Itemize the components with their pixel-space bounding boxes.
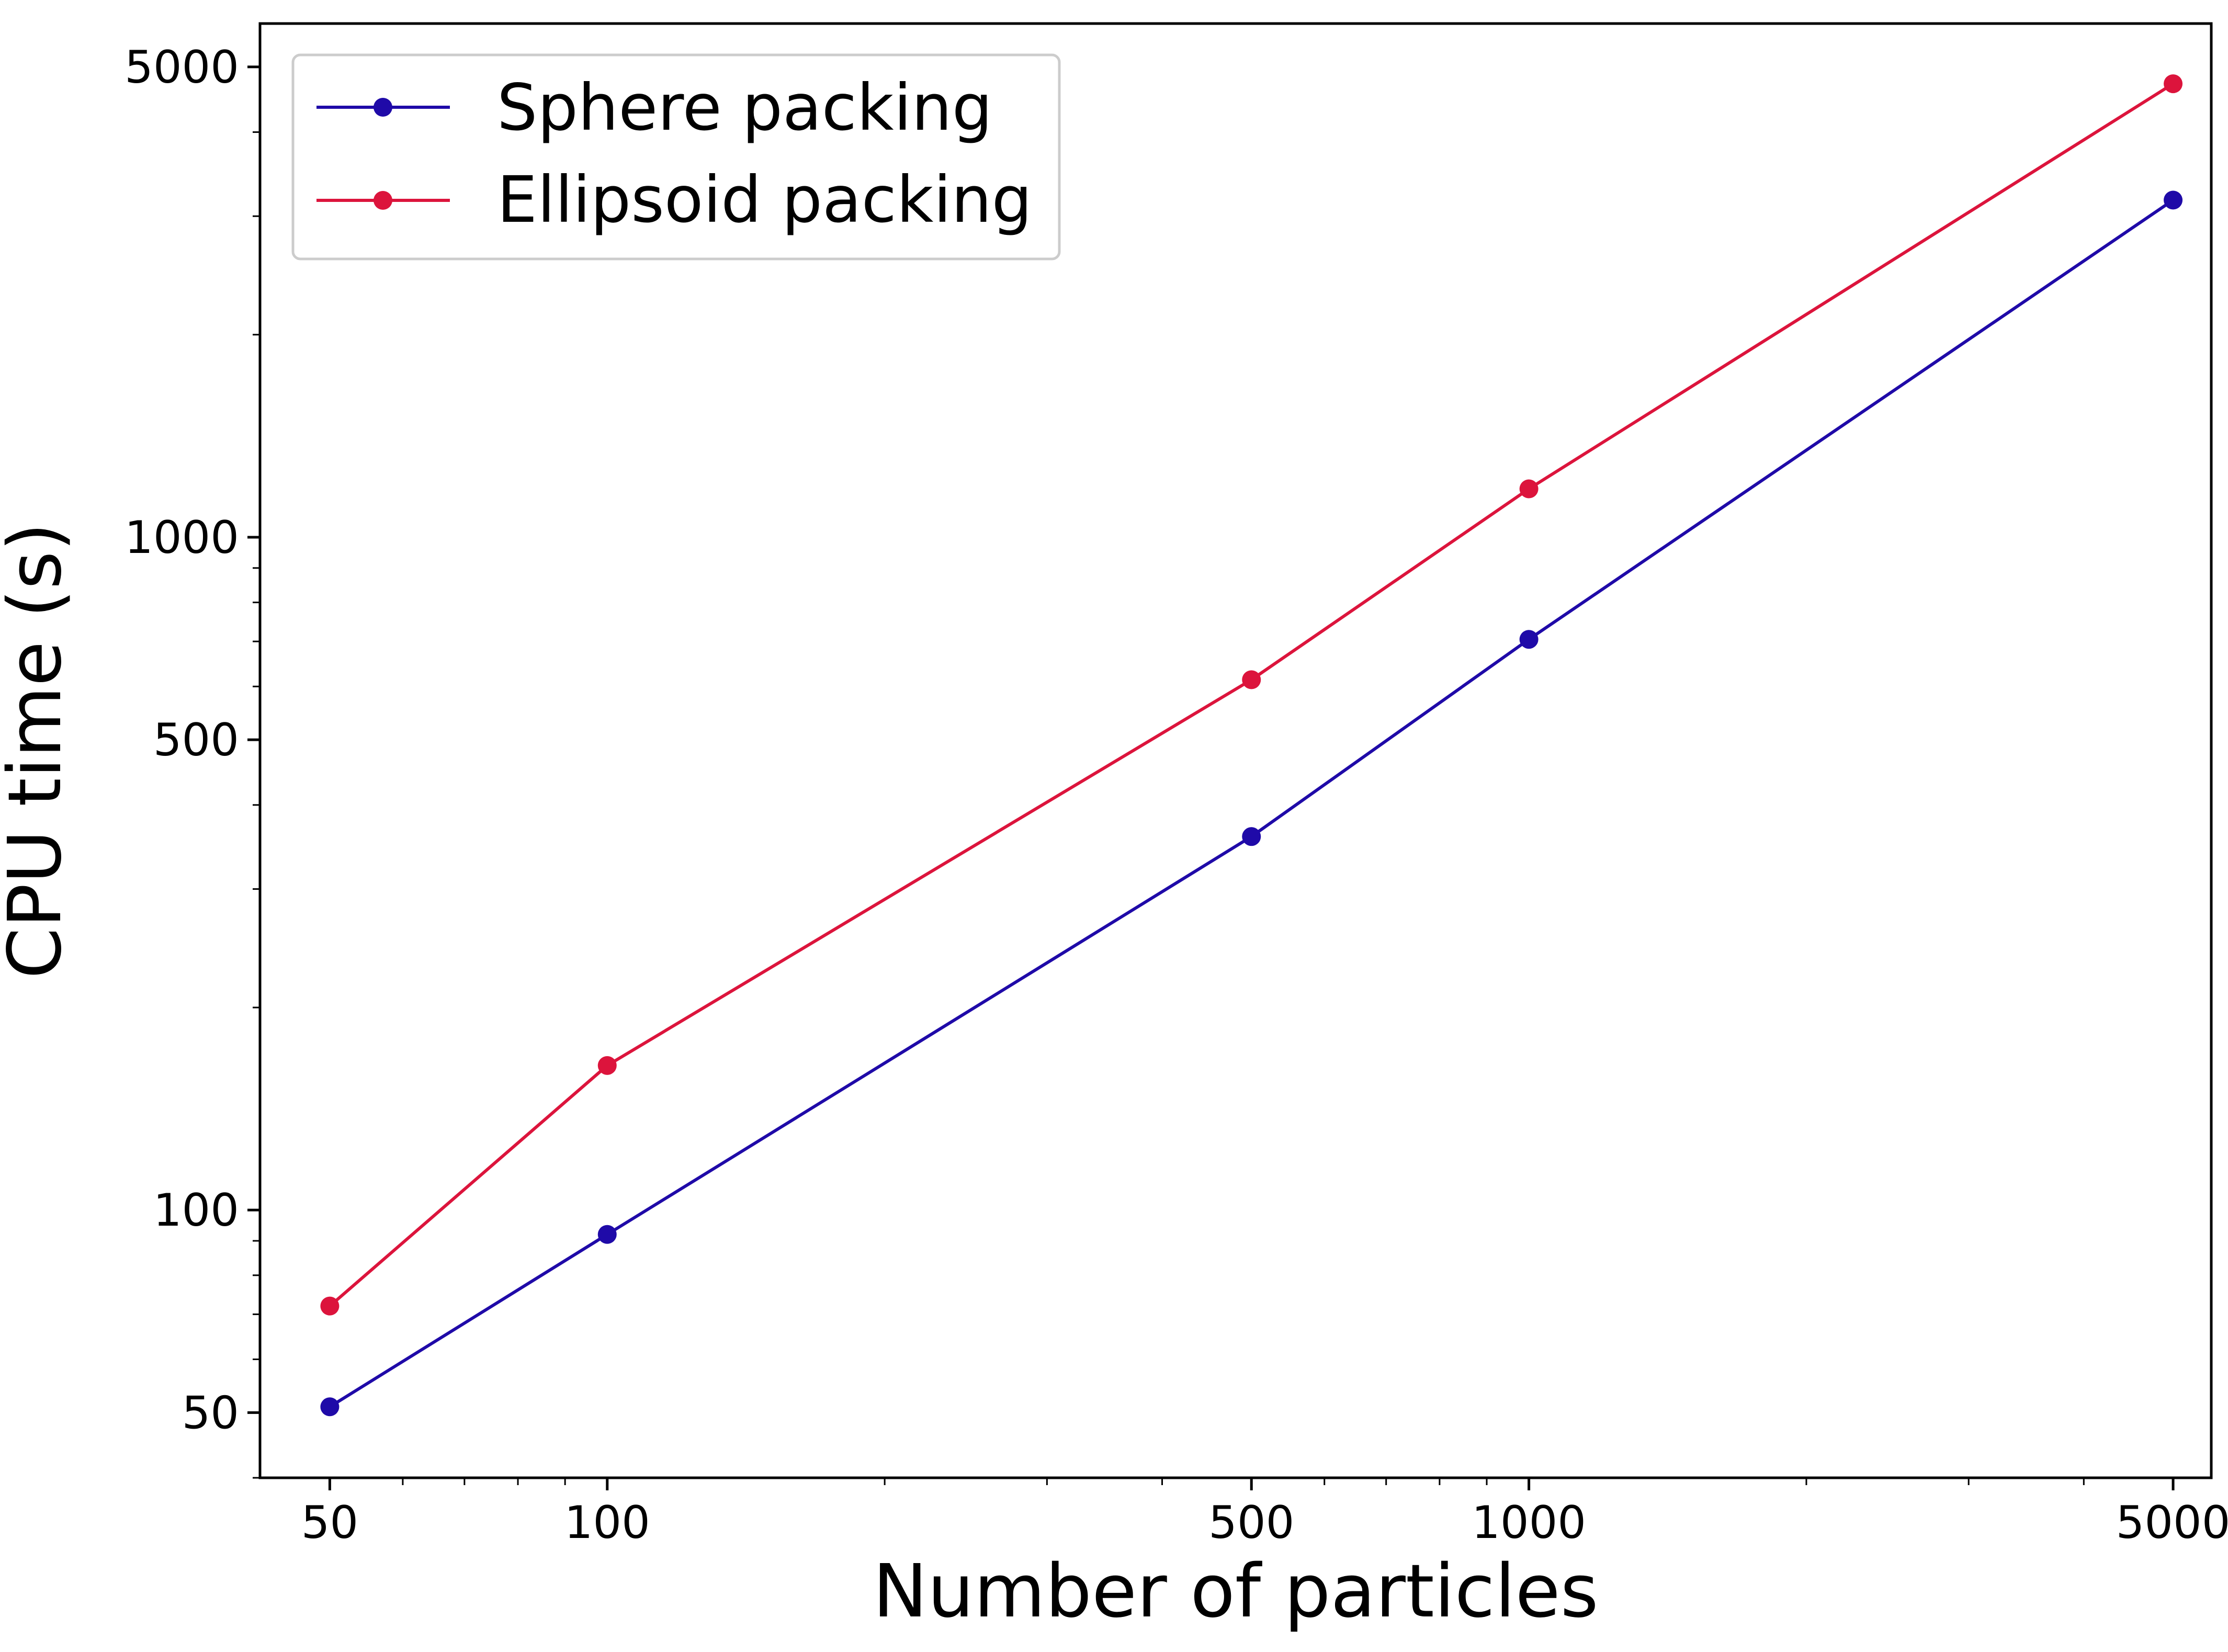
series-ellipsoid [320,74,2183,1316]
legend-marker-sphere [374,98,392,117]
y-axis-title: CPU time (s) [0,523,78,979]
series-line [329,82,2174,1307]
series-sphere [320,190,2183,1417]
axes-frame [258,22,2213,1479]
x-tick-label: 500 [1208,1497,1294,1549]
data-point [2164,74,2183,94]
x-axis-title: Number of particles [873,1549,1598,1634]
y-tick-label: 100 [153,1184,239,1237]
data-point [597,1056,617,1075]
legend-marker-ellipsoid [374,191,392,210]
data-point [320,1296,340,1316]
data-point [597,1225,617,1244]
data-point [320,1397,340,1417]
data-point [1242,827,1261,846]
y-tick-label: 50 [182,1387,239,1439]
y-axis: 50 100 500 1000 5000 [125,41,260,1479]
legend-label-ellipsoid: Ellipsoid packing [497,163,1032,237]
data-point [1242,670,1261,689]
y-tick-label: 500 [153,714,239,766]
data-point [1519,630,1539,649]
legend-entry-ellipsoid: Ellipsoid packing [316,163,1032,237]
x-tick-label: 50 [301,1497,358,1549]
y-tick-label: 1000 [125,512,239,564]
legend-label-sphere: Sphere packing [497,71,992,145]
x-tick-label: 100 [564,1497,650,1549]
data-point [1519,479,1539,499]
data-point [2164,190,2183,210]
x-tick-label: 5000 [2116,1497,2228,1549]
legend-entry-sphere: Sphere packing [316,71,992,145]
series-layer [320,74,2183,1417]
legend-frame [291,53,1061,261]
x-axis: 50 100 500 1000 5000 [301,1478,2228,1549]
legend: Sphere packing Ellipsoid packing [291,53,1061,261]
y-tick-label: 5000 [125,41,239,94]
x-tick-label: 1000 [1472,1497,1586,1549]
